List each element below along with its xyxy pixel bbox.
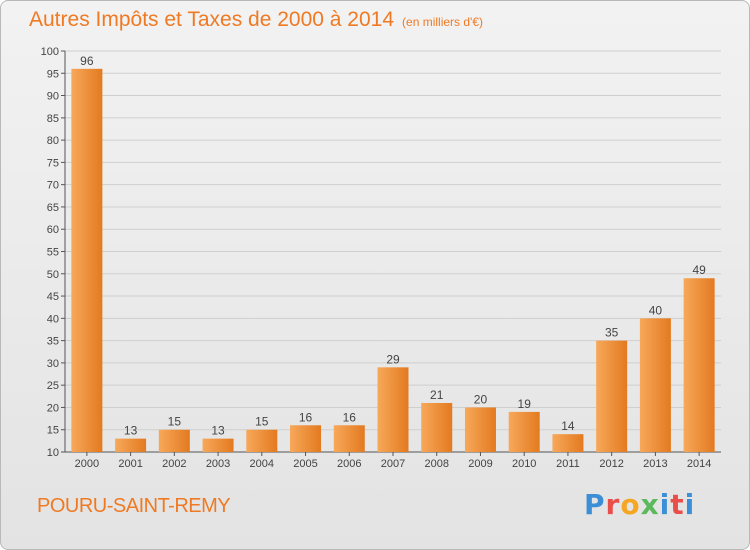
y-tick-label: 35 — [47, 336, 59, 348]
data-label: 16 — [299, 410, 313, 424]
y-tick-label: 90 — [47, 91, 59, 103]
bar-2011 — [552, 434, 584, 452]
y-tick-label: 100 — [41, 46, 59, 58]
y-tick-label: 55 — [47, 247, 59, 259]
data-label: 16 — [343, 410, 357, 424]
bar-2008 — [421, 402, 453, 452]
bar-2006 — [333, 425, 365, 452]
y-tick-label: 30 — [47, 358, 59, 370]
x-tick-label: 2013 — [643, 458, 667, 470]
bar-2000 — [71, 68, 103, 453]
data-label: 13 — [211, 424, 225, 438]
y-tick-label: 45 — [47, 291, 59, 303]
x-tick-label: 2014 — [687, 458, 711, 470]
y-tick-label: 60 — [47, 224, 59, 236]
bar-2007 — [377, 367, 409, 452]
bar-2003 — [202, 438, 234, 452]
logo-letter: i — [659, 488, 671, 521]
chart-title-text: Autres Impôts et Taxes de 2000 à 2014 — [29, 8, 395, 31]
logo-letter: i — [684, 488, 696, 521]
x-tick-label: 2011 — [556, 458, 580, 470]
x-tick-label: 2002 — [162, 458, 186, 470]
commune-name: POURU-SAINT-REMY — [37, 495, 231, 517]
data-label: 96 — [80, 54, 94, 68]
y-tick-label: 80 — [47, 135, 59, 147]
data-label: 15 — [168, 415, 182, 429]
data-label: 14 — [561, 419, 575, 433]
bars — [71, 68, 715, 453]
bar-2002 — [158, 429, 190, 452]
x-tick-label: 2000 — [75, 458, 99, 470]
data-label: 15 — [255, 415, 269, 429]
y-tick-label: 20 — [47, 402, 59, 414]
x-tick-label: 2008 — [424, 458, 448, 470]
x-tick-label: 2003 — [206, 458, 230, 470]
logo-letter: P — [584, 488, 606, 521]
x-tick-label: 2010 — [512, 458, 536, 470]
x-tick-label: 2012 — [599, 458, 623, 470]
data-label: 20 — [474, 392, 488, 406]
y-tick-label: 85 — [47, 113, 59, 125]
y-tick-label: 95 — [47, 68, 59, 80]
y-tick-label: 25 — [47, 380, 59, 392]
y-axis: 10 15 20 25 30 35 40 45 50 55 60 65 70 75 80 85 90 95 100 — [41, 46, 66, 459]
data-label: 29 — [386, 352, 400, 366]
data-labels: 96 13 15 13 15 16 16 29 21 20 19 14 35 40 49 — [80, 54, 706, 438]
bar-2013 — [639, 318, 671, 452]
logo-letter: t — [670, 488, 685, 521]
chart-unit: (en milliers d'€) — [402, 15, 484, 29]
bar-2010 — [508, 411, 540, 452]
data-label: 40 — [649, 303, 663, 317]
y-tick-label: 40 — [47, 313, 59, 325]
proxiti-logo: Proxiti — [584, 488, 695, 521]
bar-2009 — [464, 407, 496, 452]
data-label: 49 — [692, 263, 706, 277]
bar-2001 — [115, 438, 147, 452]
chart-title: Autres Impôts et Taxes de 2000 à 2014 (en… — [29, 8, 483, 32]
logo-letter: o — [620, 488, 641, 521]
logo-letter: r — [605, 488, 621, 521]
data-label: 35 — [605, 326, 619, 340]
data-label: 19 — [518, 397, 532, 411]
x-tick-label: 2009 — [468, 458, 492, 470]
y-tick-label: 65 — [47, 202, 59, 214]
x-tick-label: 2001 — [118, 458, 142, 470]
x-tick-label: 2007 — [381, 458, 405, 470]
y-tick-label: 70 — [47, 180, 59, 192]
x-axis: 2000 2001 2002 2003 2004 2005 2006 2007 2008 2009… — [65, 451, 721, 470]
bar-2012 — [596, 340, 628, 452]
logo-letter: x — [640, 488, 660, 521]
x-tick-label: 2004 — [250, 458, 274, 470]
data-label: 13 — [124, 424, 138, 438]
x-tick-label: 2006 — [337, 458, 361, 470]
y-tick-label: 15 — [47, 425, 59, 437]
y-tick-label: 10 — [47, 447, 59, 459]
y-tick-label: 50 — [47, 269, 59, 281]
bar-2014 — [683, 278, 715, 452]
y-tick-label: 75 — [47, 157, 59, 169]
bar-2004 — [246, 429, 278, 452]
data-label: 21 — [430, 388, 444, 402]
bar-2005 — [290, 425, 322, 452]
x-tick-label: 2005 — [293, 458, 317, 470]
